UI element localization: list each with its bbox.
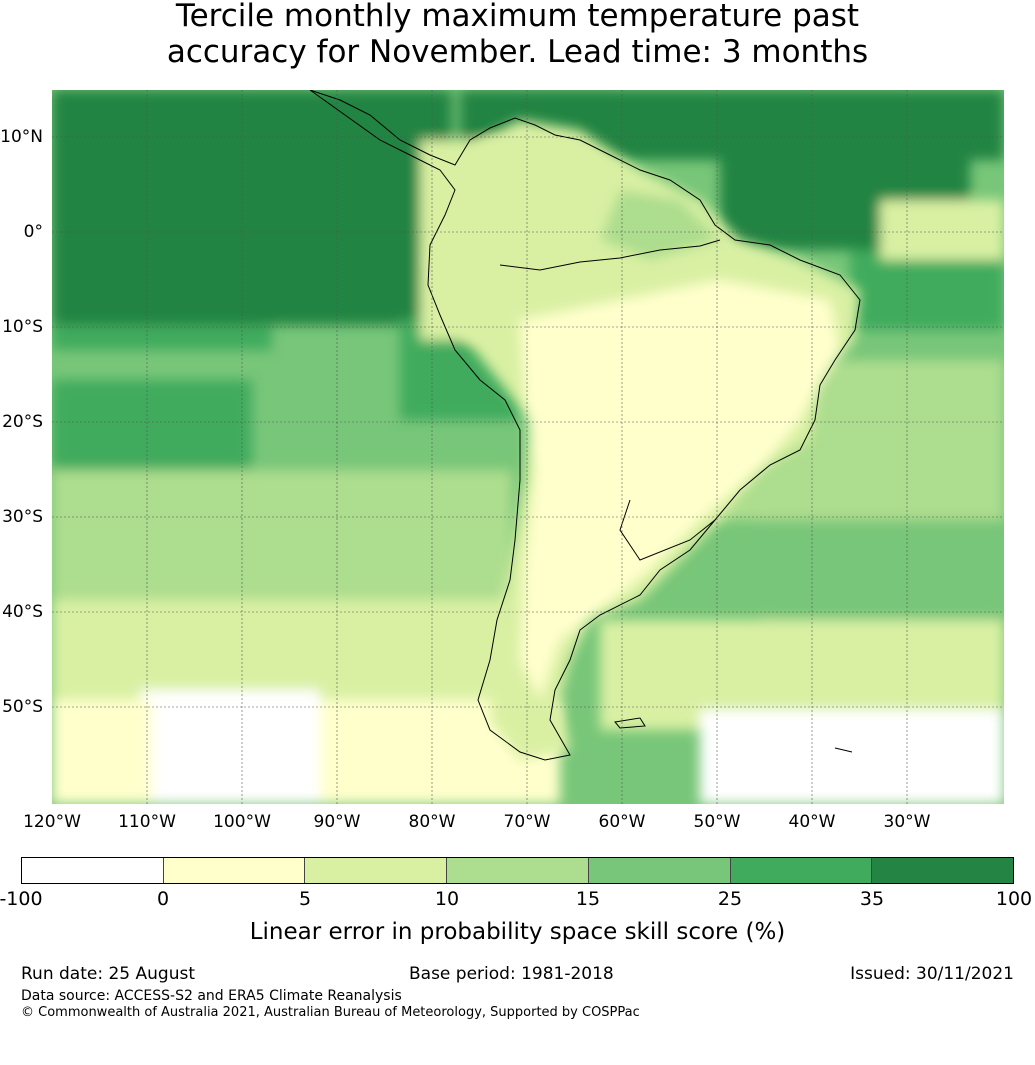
colorbar-tick: 35	[859, 888, 885, 910]
south-georgia	[834, 747, 853, 753]
lon-label: 60°W	[598, 812, 646, 832]
colorbar-tick: 10	[434, 888, 460, 910]
lon-label: 120°W	[23, 812, 81, 832]
lon-label: 90°W	[313, 812, 361, 832]
colorbar-segment	[872, 858, 1014, 883]
colorbar-segment	[22, 858, 164, 883]
map-title-line-2: accuracy for November. Lead time: 3 mont…	[166, 34, 869, 70]
issued-date: Issued: 30/11/2021	[850, 964, 1014, 984]
lat-label: 0°	[23, 222, 43, 242]
lon-label: 50°W	[693, 812, 741, 832]
data-source: Data source: ACCESS-S2 and ERA5 Climate …	[21, 988, 402, 1004]
lat-label: 50°S	[2, 697, 43, 717]
rio-de-la-plata	[619, 499, 716, 561]
skill-score-map	[52, 90, 1004, 804]
southern-ocean-light-region	[140, 690, 320, 804]
colorbar-segment	[730, 858, 873, 883]
colorbar-tick: 25	[717, 888, 743, 910]
pacific-dark-region	[52, 90, 452, 325]
amazon-river	[499, 239, 721, 271]
colorbar-tick: 15	[575, 888, 601, 910]
lat-label: 40°S	[2, 602, 43, 622]
colorbar-tick: -100	[0, 888, 43, 910]
coastline	[309, 90, 861, 761]
falkland-islands	[614, 717, 646, 729]
colorbar-tick: 100	[995, 888, 1033, 910]
colorbar	[21, 857, 1014, 884]
lon-label: 80°W	[408, 812, 456, 832]
colorbar-segment	[163, 858, 306, 883]
lat-label: 10°N	[0, 127, 43, 147]
lat-label: 10°S	[2, 317, 43, 337]
map-title-line-1: Tercile monthly maximum temperature past	[175, 0, 860, 34]
lon-label: 70°W	[503, 812, 551, 832]
lon-label: 30°W	[883, 812, 931, 832]
colorbar-segment	[588, 858, 731, 883]
lat-label: 30°S	[2, 507, 43, 527]
colorbar-label: Linear error in probability space skill …	[249, 919, 786, 945]
base-period: Base period: 1981-2018	[409, 964, 614, 984]
lon-label: 100°W	[213, 812, 271, 832]
colorbar-segment	[305, 858, 448, 883]
lon-label: 40°W	[788, 812, 836, 832]
copyright: © Commonwealth of Australia 2021, Austra…	[21, 1005, 640, 1020]
lat-label: 20°S	[2, 412, 43, 432]
lon-label: 110°W	[118, 812, 176, 832]
colorbar-tick: 5	[298, 888, 312, 910]
run-date: Run date: 25 August	[21, 964, 195, 984]
colorbar-segment	[447, 858, 589, 883]
colorbar-tick: 0	[156, 888, 170, 910]
graticule	[52, 90, 1004, 804]
